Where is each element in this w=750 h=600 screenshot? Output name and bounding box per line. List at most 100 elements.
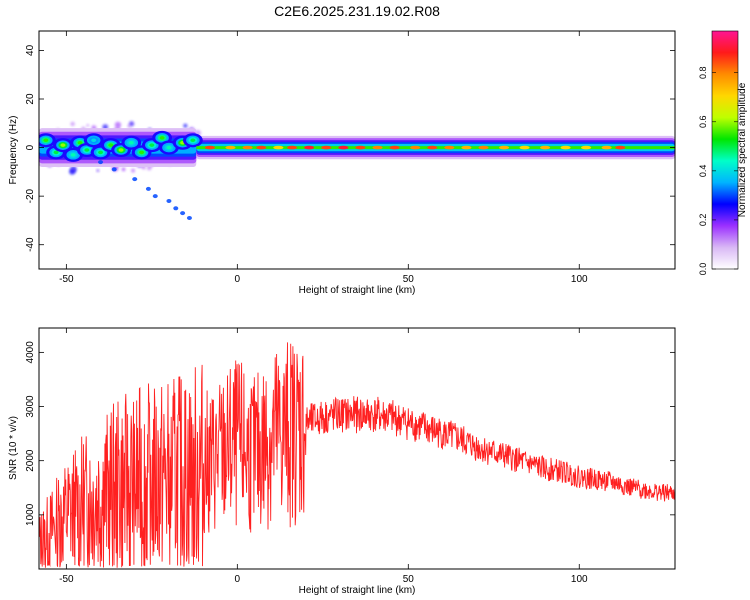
spectrogram-ridge-peak	[304, 145, 315, 150]
spectrogram-x-tick-label: 100	[571, 274, 588, 285]
spectrogram-blob	[190, 138, 196, 143]
colorbar-tick-label: 0.2	[698, 214, 708, 227]
spectrogram-ridge-peak	[242, 145, 253, 150]
snr-x-tick-label: -50	[59, 574, 74, 585]
spectrogram-blob	[70, 153, 76, 157]
snr-series-line	[39, 342, 675, 568]
spectrogram-ridge-peak	[256, 145, 267, 150]
spectrogram-speckle	[183, 123, 188, 128]
spectrogram-ridge-peak	[427, 145, 438, 150]
spectrogram-speckle	[128, 121, 135, 127]
spectrogram-chirp-point	[132, 177, 138, 182]
spectrogram-ridge-peak	[461, 145, 472, 150]
colorbar-tick-label: 0.4	[698, 165, 708, 178]
spectrogram-blob	[149, 143, 155, 147]
spectrogram-ridge-peak	[540, 145, 551, 150]
spectrogram-blob	[91, 138, 97, 143]
spectrogram-chirp-point	[152, 194, 158, 199]
spectrogram-speckle	[70, 121, 75, 127]
spectrogram-blob	[60, 143, 66, 147]
colorbar-frame	[711, 30, 739, 270]
spectrogram-speckle	[114, 121, 122, 129]
spectrogram-x-tick-label: -50	[59, 274, 74, 285]
spectrogram-y-tick-label: 20	[25, 93, 36, 105]
spectrogram-x-ticks: -50 0 50 100	[59, 31, 588, 285]
snr-frame	[38, 327, 676, 570]
spectrogram-ridge-peak	[225, 145, 236, 150]
figure-title: C2E6.2025.231.19.02.R08	[274, 3, 440, 19]
spectrogram-ridge-peak	[338, 145, 349, 150]
snr-x-label: Height of straight line (km)	[299, 585, 416, 596]
spectrogram-x-tick-label: 50	[403, 274, 415, 285]
colorbar-tick-label: 0.6	[698, 116, 708, 129]
spectrogram-ridge-peak	[355, 145, 366, 150]
spectrogram-heatmap	[39, 121, 675, 220]
spectrogram-blob	[77, 140, 83, 145]
spectrogram-ridge-peak	[499, 145, 510, 150]
spectrogram-blob	[53, 150, 59, 155]
spectrogram-blob	[128, 140, 134, 145]
spectrogram-blob	[166, 145, 172, 150]
colorbar-tick-label: 0.0	[698, 263, 708, 276]
spectrogram-ridge-peak	[410, 145, 421, 150]
snr-y-tick-label: 3000	[25, 395, 36, 418]
spectrogram-y-tick-label: -20	[25, 188, 36, 203]
spectrogram-ridge-peak	[478, 145, 489, 150]
spectrogram-blob	[43, 138, 49, 143]
spectrogram-ridge-peak	[321, 145, 332, 150]
spectrogram-blob	[159, 136, 165, 140]
spectrogram-ridge-peak	[287, 145, 298, 150]
spectrogram-y-tick-label: 0	[25, 144, 36, 150]
spectrogram-x-label: Height of straight line (km)	[299, 285, 416, 296]
spectrogram-chirp-point	[166, 199, 172, 203]
spectrogram-ridge-peak	[372, 145, 383, 150]
colorbar-ticks: 0.0 0.2 0.4 0.6 0.8	[698, 66, 738, 275]
snr-panel: -50 0 50 100 1000 2000 3000 4000 Height of str…	[8, 327, 676, 596]
spectrogram-y-label: Frequency (Hz)	[8, 116, 19, 185]
snr-y-label: SNR (10 * v/v)	[8, 416, 19, 480]
snr-x-ticks: -50 0 50 100	[59, 328, 588, 585]
spectrogram-chirp-point	[180, 211, 186, 216]
snr-x-tick-label: 0	[235, 574, 241, 585]
snr-y-ticks: 1000 2000 3000 4000	[25, 341, 675, 526]
spectrogram-speckle	[121, 167, 126, 172]
spectrogram-speckle	[127, 124, 131, 128]
spectrogram-chirp-point	[145, 186, 151, 191]
colorbar: 0.0 0.2 0.4 0.6 0.8 Normalized spectral ampl…	[698, 30, 748, 275]
snr-y-tick-label: 4000	[25, 341, 36, 364]
spectrogram-ridge-peak	[389, 145, 400, 150]
spectrogram-speckle	[86, 124, 90, 127]
spectrogram-panel: -50 0 50 100 -40 -20 0 20 40 Height of straight…	[8, 30, 676, 296]
spectrogram-chirp-point	[186, 216, 192, 220]
spectrogram-blob	[139, 150, 145, 155]
spectrogram-ridge-peak	[581, 145, 592, 150]
snr-y-tick-label: 1000	[25, 503, 36, 526]
spectrogram-y-tick-label: 40	[25, 44, 36, 56]
spectrogram-x-tick-label: 0	[235, 274, 241, 285]
spectrogram-ridge-peak	[560, 145, 571, 150]
spectrogram-ridge-peak	[519, 145, 530, 150]
colorbar-tick-label: 0.8	[698, 66, 708, 79]
snr-x-tick-label: 50	[403, 574, 415, 585]
spectrogram-ridge-peak	[204, 145, 215, 150]
spectrogram-speckle	[69, 168, 76, 175]
colorbar-gradient	[712, 31, 738, 269]
spectrogram-ridge-peak	[444, 145, 455, 150]
snr-x-tick-label: 100	[571, 574, 588, 585]
snr-y-tick-label: 2000	[25, 449, 36, 472]
colorbar-label: Normalized spectral amplitude	[737, 82, 748, 217]
spectrogram-chirp-point	[173, 206, 179, 211]
spectrogram-blob	[118, 148, 124, 152]
spectrogram-frame	[38, 30, 676, 270]
spectrogram-speckle	[131, 168, 135, 173]
spectrogram-y-ticks: -40 -20 0 20 40	[25, 44, 675, 252]
spectrogram-ridge-peak	[273, 145, 284, 150]
spectrogram-ridge-peak	[601, 145, 612, 150]
spectrogram-blob	[108, 143, 114, 147]
spectrogram-chirp-point	[111, 167, 117, 172]
spectrogram-y-tick-label: -40	[25, 237, 36, 252]
spectrogram-chirp-point	[98, 160, 104, 165]
spectrogram-speckle	[96, 169, 100, 172]
spectrogram-blob	[84, 148, 90, 152]
